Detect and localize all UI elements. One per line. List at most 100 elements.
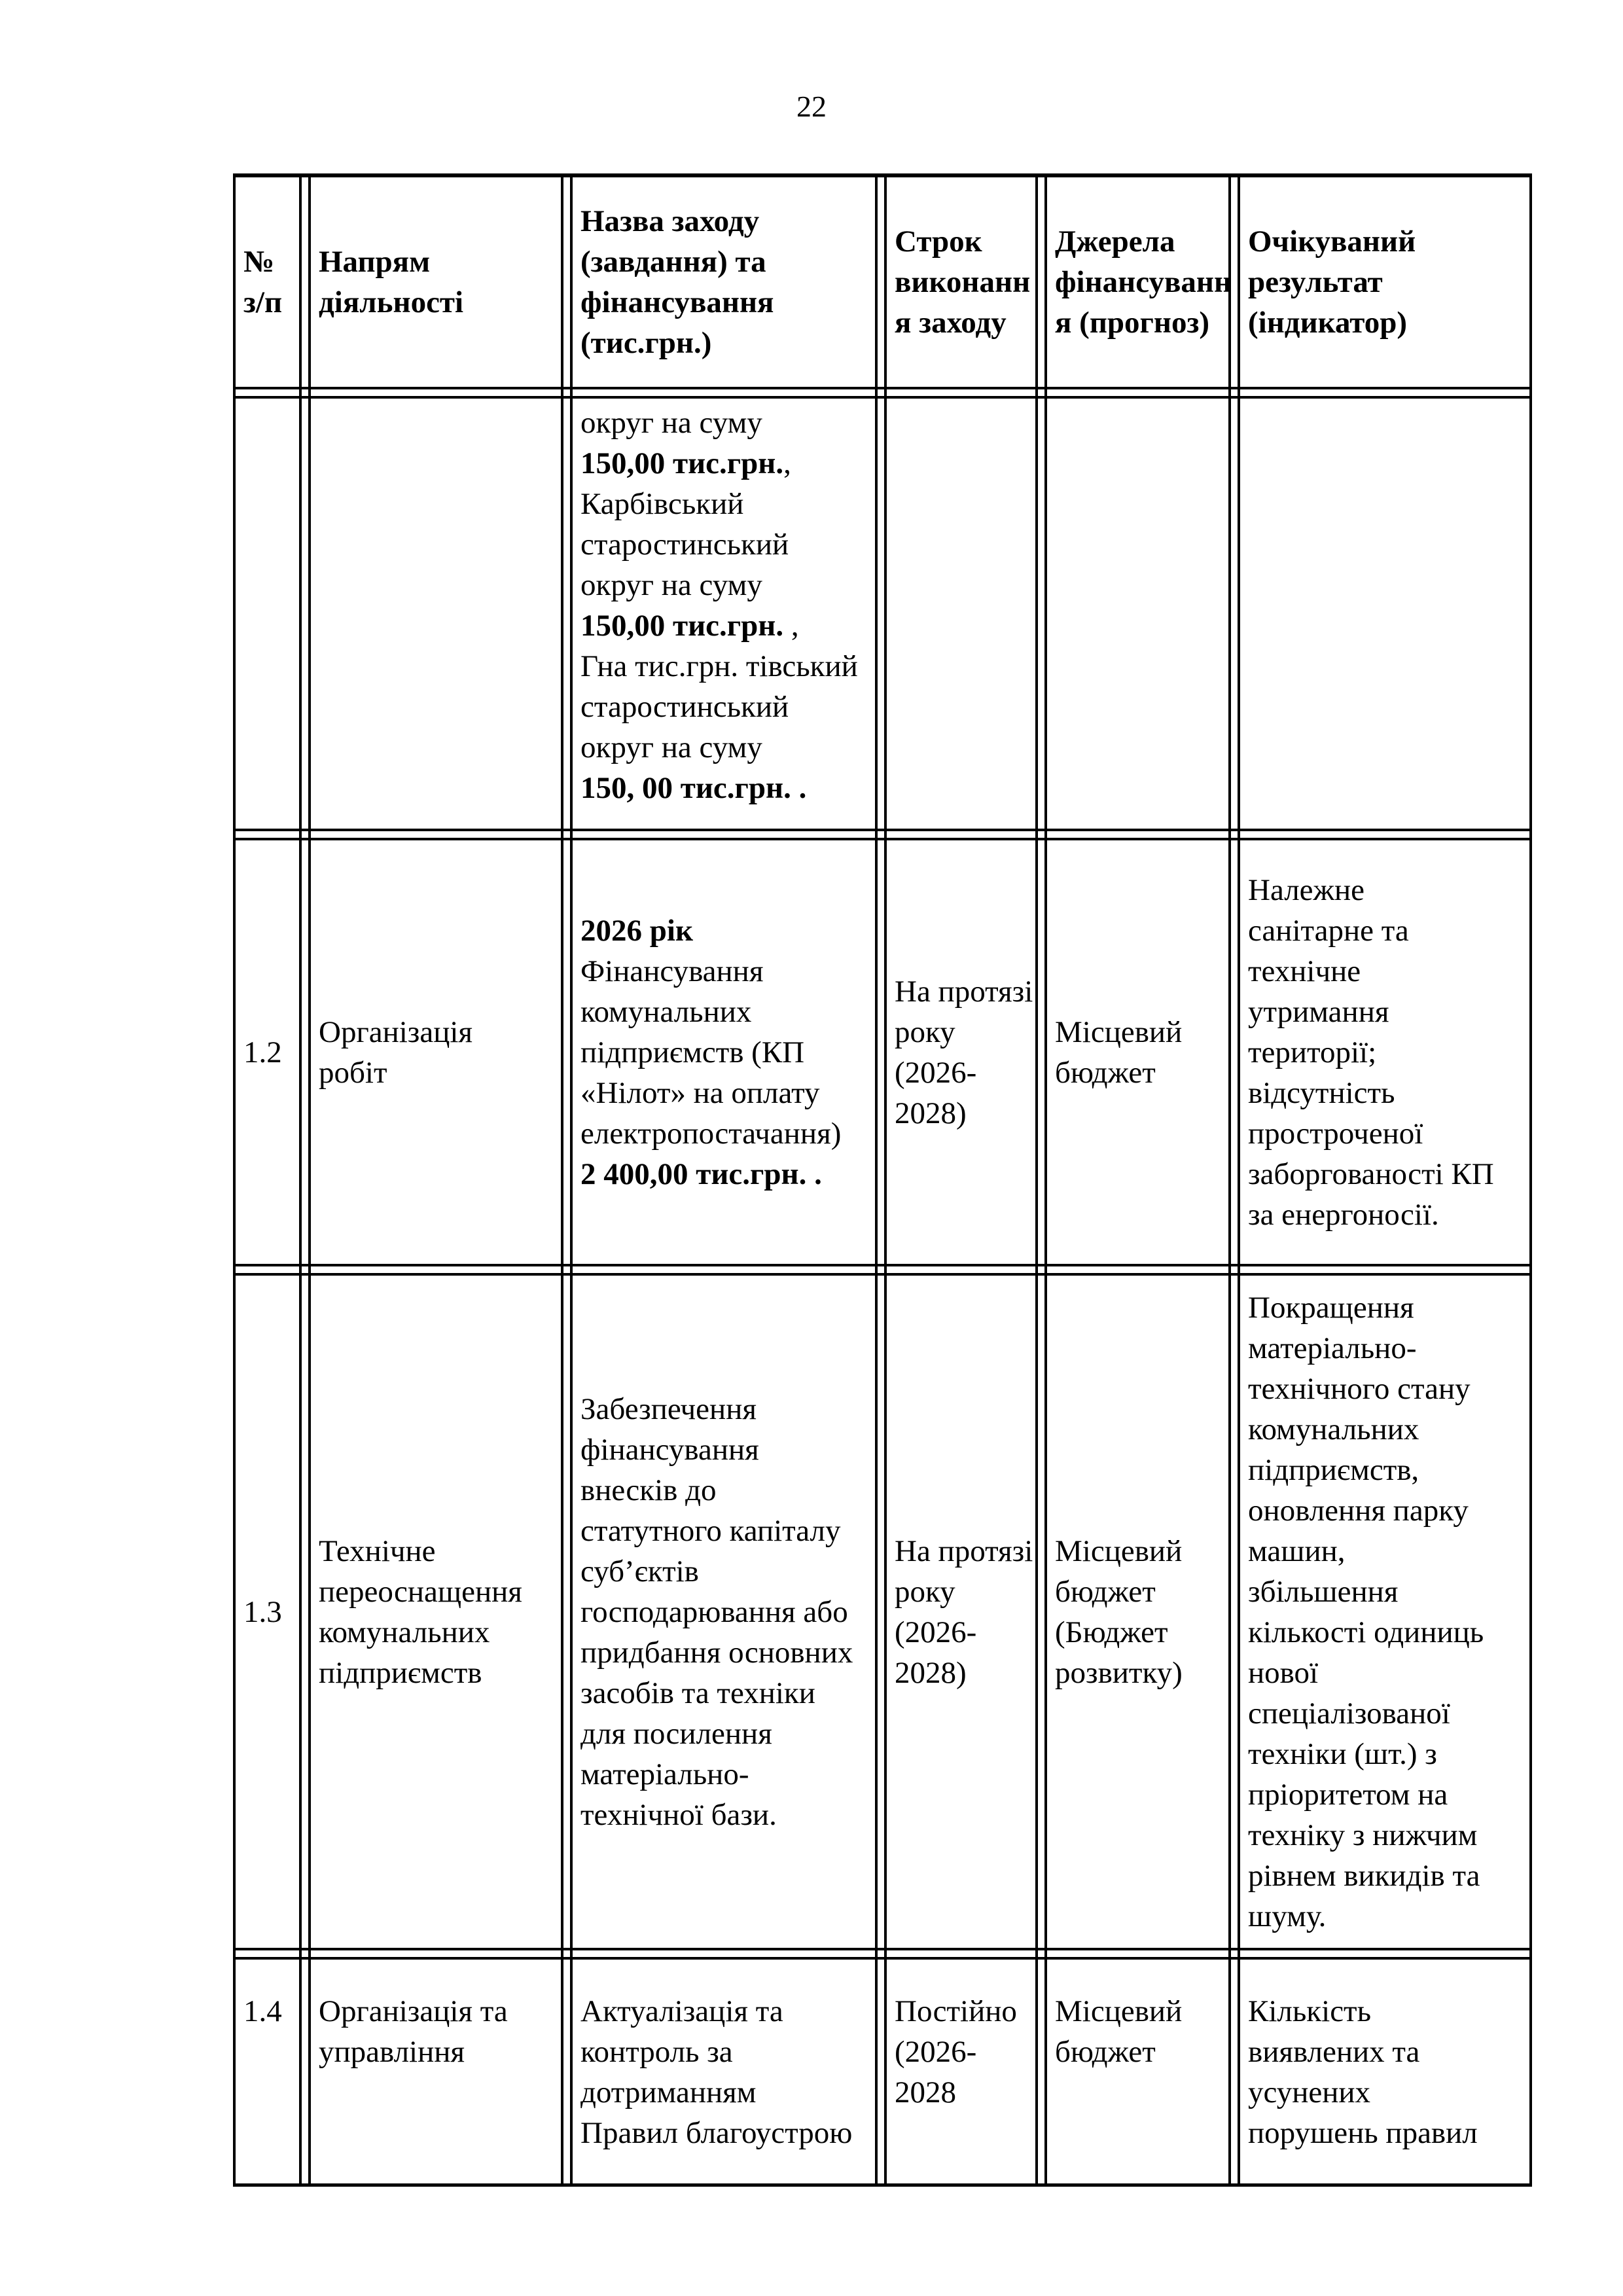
- bold-text: 2026 рік: [580, 913, 694, 948]
- text: виявлених та: [1248, 2035, 1420, 2069]
- text: комунальних: [580, 994, 752, 1029]
- text-line: 2028: [895, 2072, 1030, 2113]
- table-border-line: [299, 173, 302, 2187]
- text: спеціалізованої: [1248, 1696, 1450, 1731]
- table-border-line: [233, 1273, 1532, 1276]
- text-line: 1.2: [243, 1032, 294, 1073]
- cell-1-2-direction: Організація робіт: [311, 840, 561, 1264]
- text: для посилення: [580, 1716, 772, 1751]
- cell-1-2-measure: 2026 рік Фінансування комунальних підприємс…: [573, 840, 875, 1264]
- text-line: «Нілот» на оплату: [580, 1073, 870, 1113]
- text-line: Постійно: [895, 1991, 1030, 2032]
- text: оновлення парку: [1248, 1493, 1469, 1528]
- text: Організація та: [319, 1994, 508, 2028]
- table-border-line: [1228, 173, 1231, 2187]
- cell-cont-measure: округ на суму 150,00 тис.грн., Карбівський…: [573, 399, 875, 829]
- text-line: усунених: [1248, 2072, 1524, 2113]
- table-border-line: [1044, 173, 1047, 2187]
- table-border-line: [1529, 173, 1532, 2187]
- text: Актуалізація та: [580, 1994, 783, 2028]
- text-line: санітарне та: [1248, 910, 1524, 951]
- text: Місцевий: [1055, 1994, 1183, 2028]
- text: пріоритетом на: [1248, 1777, 1448, 1812]
- table-border-line: [233, 1948, 1532, 1950]
- text: контроль за: [580, 2035, 733, 2069]
- text: технічного стану: [1248, 1371, 1471, 1406]
- text: ,: [783, 609, 799, 643]
- text-line: засобів та техніки: [580, 1673, 870, 1713]
- text-line: оновлення парку: [1248, 1490, 1524, 1531]
- text: статутного капіталу: [580, 1513, 841, 1548]
- cell-1-4-term: Постійно (2026- 2028: [887, 1960, 1035, 2183]
- table-border-line: [884, 173, 887, 2187]
- text-line: 1.3: [243, 1592, 294, 1632]
- cell-1-3-source: Місцевий бюджет (Бюджет розвитку): [1047, 1276, 1228, 1948]
- text: за енергоносії.: [1248, 1197, 1439, 1232]
- text: Покращення: [1248, 1290, 1414, 1325]
- text: округ на суму: [580, 568, 762, 602]
- text: (2026-: [895, 1615, 977, 1649]
- text: Належне: [1248, 872, 1365, 907]
- text: відсутність: [1248, 1075, 1395, 1110]
- text-line: бюджет: [1055, 1571, 1223, 1612]
- text-line: контроль за: [580, 2032, 870, 2072]
- text-line: фінансування: [580, 1429, 870, 1470]
- text-line: суб’єктів: [580, 1551, 870, 1592]
- text-line: Актуалізація та: [580, 1991, 870, 2032]
- text: округ на суму: [580, 406, 762, 440]
- column-header-result: Очікуваний результат (індикатор): [1248, 224, 1416, 340]
- text: На протязі: [895, 974, 1033, 1009]
- text-line: збільшення: [1248, 1571, 1524, 1612]
- text-line: заборгованості КП: [1248, 1154, 1524, 1194]
- text-line: техніку з нижчим: [1248, 1815, 1524, 1856]
- cell-cont-term: [887, 399, 1035, 829]
- text-line: нової: [1248, 1653, 1524, 1693]
- table-border-line: [233, 1264, 1532, 1266]
- text: року: [895, 1574, 955, 1609]
- text-line: машин,: [1248, 1531, 1524, 1571]
- column-header-term: Строк виконанн я заходу: [895, 224, 1031, 340]
- text: нової: [1248, 1655, 1319, 1690]
- text-line: (2026-: [895, 1052, 1030, 1093]
- cell-1-3-num: 1.3: [236, 1276, 299, 1948]
- text-line: виявлених та: [1248, 2032, 1524, 2072]
- text: машин,: [1248, 1534, 1346, 1568]
- text: технічне: [1248, 954, 1361, 988]
- text-line: Правил благоустрою: [580, 2113, 870, 2153]
- text-line: (Бюджет: [1055, 1612, 1223, 1653]
- text-line: розвитку): [1055, 1653, 1223, 1693]
- text: На протязі: [895, 1534, 1033, 1568]
- text: внесків до: [580, 1473, 717, 1507]
- table-border-line: [233, 2183, 1532, 2187]
- text: (2026-: [895, 2035, 977, 2069]
- text: дотриманням: [580, 2075, 757, 2109]
- text: Карбівський: [580, 487, 744, 521]
- table-border-line: [570, 173, 573, 2187]
- text: переоснащення: [319, 1574, 522, 1609]
- text-line: Організація: [319, 1012, 556, 1052]
- text-line: матеріально-: [580, 1754, 870, 1795]
- text-line: На протязі: [895, 971, 1033, 1012]
- text-line: пріоритетом на: [1248, 1774, 1524, 1815]
- text-line: 150, 00 тис.грн. .: [580, 768, 870, 808]
- text-line: території;: [1248, 1032, 1524, 1073]
- text-line: 2026 рік: [580, 910, 870, 951]
- text: Місцевий: [1055, 1014, 1183, 1049]
- text: технічної бази.: [580, 1797, 777, 1832]
- cell-1-2-source: Місцевий бюджет: [1047, 840, 1228, 1264]
- cell-1-2-result: Належне санітарне та технічне утримання тери…: [1240, 840, 1529, 1264]
- text: матеріально-: [580, 1757, 749, 1791]
- cell-1-3-measure: Забезпечення фінансування внесків до статут…: [573, 1276, 875, 1948]
- cell-cont-direction: [311, 399, 561, 829]
- text-line: року: [895, 1571, 1030, 1612]
- text: розвитку): [1055, 1655, 1183, 1690]
- table-border-line: [308, 173, 311, 2187]
- table-border-line: [875, 173, 878, 2187]
- text: санітарне та: [1248, 913, 1409, 948]
- text: (2026-: [895, 1055, 977, 1090]
- text-line: (2026-: [895, 1612, 1030, 1653]
- text-line: технічне: [1248, 951, 1524, 992]
- table-border-line: [1035, 173, 1038, 2187]
- text: техніку з нижчим: [1248, 1818, 1478, 1852]
- text-line: округ на суму: [580, 727, 870, 768]
